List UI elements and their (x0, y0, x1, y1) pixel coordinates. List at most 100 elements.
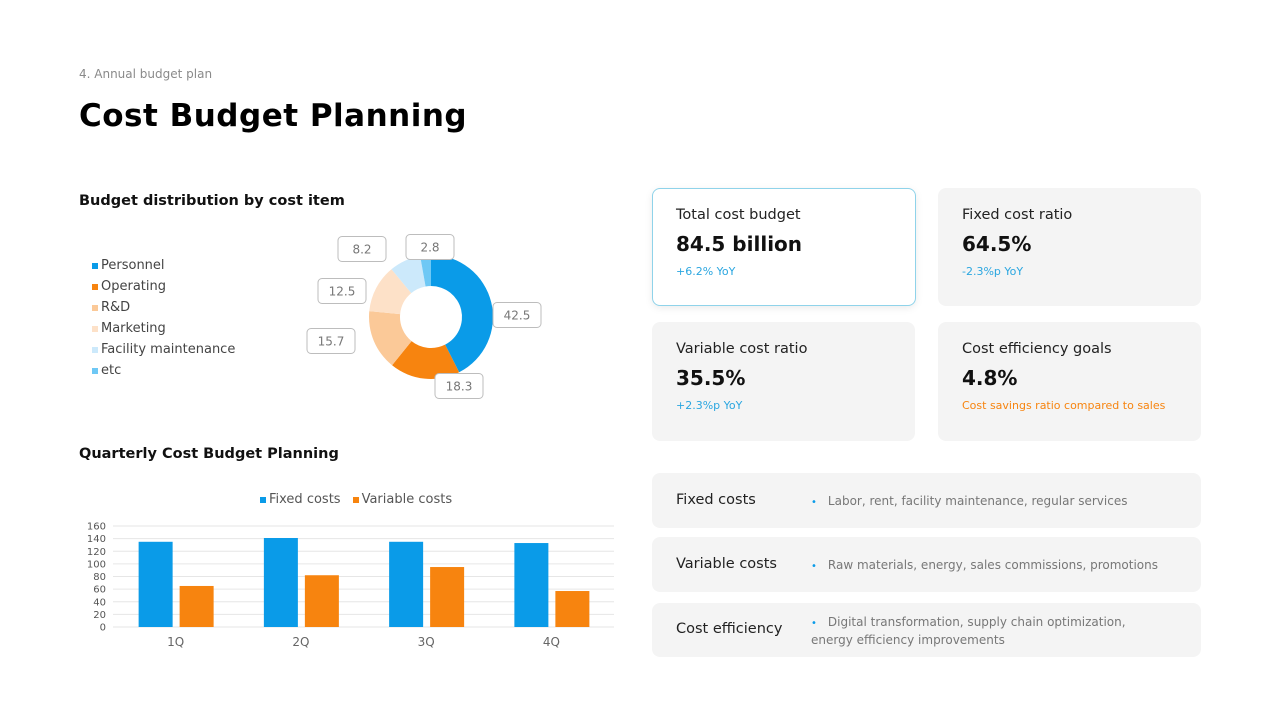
legend-swatch (92, 325, 98, 332)
bar (389, 541, 424, 627)
card-title: Fixed cost ratio (962, 207, 1073, 223)
x-tick-label: 2Q (292, 635, 309, 649)
desc-label: Cost efficiency (676, 621, 783, 637)
legend-swatch (92, 262, 98, 269)
desc-line-2: energy efficiency improvements (811, 633, 1005, 647)
donut-slice (369, 311, 412, 366)
legend-swatch (260, 496, 266, 503)
desc-row-variable-costs: Variable costs • Raw materials, energy, s… (652, 537, 1201, 592)
donut-legend: Personnel Operating R&D Marketing Facili… (92, 255, 235, 381)
donut-chart: 42.5 18.3 15.7 12.5 8.2 2.8 (306, 234, 542, 399)
desc-text-content: Digital transformation, supply chain opt… (827, 615, 1126, 629)
bullet-icon: • (811, 618, 817, 629)
card-cost-efficiency-goals: Cost efficiency goals 4.8% Cost savings … (938, 322, 1201, 441)
legend-label: R&D (101, 300, 131, 315)
donut-slice (391, 255, 426, 294)
legend-swatch (92, 304, 98, 311)
desc-label: Fixed costs (676, 492, 756, 508)
data-label-box (317, 278, 367, 304)
desc-text: • Digital transformation, supply chain op… (811, 614, 1126, 648)
y-tick-label: 140 (87, 534, 106, 545)
bullet-icon: • (811, 561, 817, 572)
donut-slice (431, 255, 493, 373)
legend-swatch (92, 283, 98, 290)
donut-slice (420, 255, 431, 287)
card-fixed-cost-ratio: Fixed cost ratio 64.5% -2.3%p YoY (938, 188, 1201, 306)
data-label: 15.7 (318, 335, 345, 349)
donut-slice (392, 341, 460, 379)
legend-item-variable: Variable costs (352, 492, 453, 507)
bar (138, 541, 173, 627)
page-title: Cost Budget Planning (79, 98, 468, 134)
legend-item: R&D (92, 297, 235, 318)
legend-item: Personnel (92, 255, 235, 276)
y-tick-label: 0 (100, 623, 106, 634)
y-tick-label: 160 (87, 522, 106, 533)
legend-item-fixed: Fixed costs (260, 492, 341, 507)
desc-row-fixed-costs: Fixed costs • Labor, rent, facility maint… (652, 473, 1201, 528)
legend-item: Facility maintenance (92, 339, 235, 360)
bar (263, 537, 298, 627)
bullet-icon: • (811, 497, 817, 508)
desc-line-1: • Digital transformation, supply chain op… (811, 614, 1126, 632)
bar (430, 567, 465, 627)
card-note: -2.3%p YoY (962, 265, 1024, 278)
x-tick-label: 3Q (418, 635, 435, 649)
card-note: Cost savings ratio compared to sales (962, 399, 1166, 412)
data-label-box (434, 373, 484, 399)
x-tick-label: 4Q (543, 635, 560, 649)
y-tick-label: 40 (93, 597, 106, 608)
legend-label: Fixed costs (269, 492, 341, 507)
y-tick-label: 100 (87, 559, 106, 570)
legend-label: Marketing (101, 321, 166, 336)
card-note: +6.2% YoY (676, 265, 736, 278)
data-label: 12.5 (329, 285, 356, 299)
y-tick-label: 120 (87, 547, 106, 558)
data-label: 18.3 (446, 380, 473, 394)
y-tick-label: 80 (93, 572, 106, 583)
card-title: Variable cost ratio (676, 341, 808, 357)
card-value: 84.5 billion (676, 232, 803, 256)
legend-item: Operating (92, 276, 235, 297)
card-value: 35.5% (676, 366, 746, 390)
bar (179, 585, 214, 627)
bar (555, 591, 590, 627)
section-label: 4. Annual budget plan (79, 67, 213, 81)
bar-chart-title: Quarterly Cost Budget Planning (79, 446, 339, 462)
card-title: Cost efficiency goals (962, 341, 1112, 357)
desc-label: Variable costs (676, 556, 777, 572)
data-label-box (405, 234, 455, 260)
legend-label: Variable costs (361, 492, 453, 507)
y-tick-label: 20 (93, 610, 106, 621)
y-tick-label: 60 (93, 585, 106, 596)
desc-text: • Labor, rent, facility maintenance, regu… (811, 493, 1127, 511)
legend-swatch (352, 496, 359, 503)
data-label: 42.5 (504, 309, 531, 323)
legend-item: Marketing (92, 318, 235, 339)
bar (514, 543, 549, 627)
desc-text-content: Raw materials, energy, sales commissions… (827, 558, 1158, 572)
card-value: 4.8% (962, 366, 1018, 390)
x-tick-label: 1Q (167, 635, 184, 649)
card-title: Total cost budget (676, 207, 801, 223)
data-label-box (306, 328, 356, 354)
data-label: 8.2 (352, 243, 371, 257)
desc-text-content: Labor, rent, facility maintenance, regul… (827, 494, 1128, 508)
legend-swatch (92, 346, 98, 353)
legend-swatch (92, 367, 98, 374)
desc-text: • Raw materials, energy, sales commission… (811, 557, 1158, 575)
desc-row-cost-efficiency: Cost efficiency • Digital transformation,… (652, 603, 1201, 657)
legend-label: Facility maintenance (101, 342, 236, 357)
legend-label: Personnel (101, 258, 165, 273)
donut-chart-title: Budget distribution by cost item (79, 193, 345, 209)
bar (304, 575, 339, 627)
card-variable-cost-ratio: Variable cost ratio 35.5% +2.3%p YoY (652, 322, 915, 441)
bar-legend: Fixed costs Variable costs (260, 492, 464, 507)
legend-label: etc (101, 363, 122, 378)
data-label: 2.8 (420, 241, 439, 255)
card-total-cost-budget: Total cost budget 84.5 billion +6.2% YoY (652, 188, 916, 306)
legend-label: Operating (101, 279, 166, 294)
data-label-box (337, 236, 387, 262)
donut-slice (369, 269, 412, 315)
